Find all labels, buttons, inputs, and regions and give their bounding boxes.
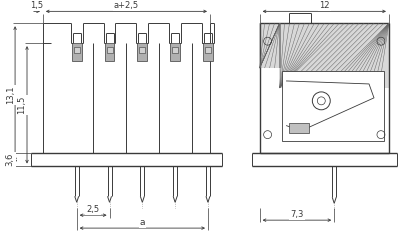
- Text: 3,6: 3,6: [6, 153, 15, 166]
- Text: 13,1: 13,1: [6, 86, 15, 104]
- Bar: [170, 43, 180, 61]
- Text: 1,5: 1,5: [30, 1, 44, 10]
- Bar: [137, 43, 147, 61]
- Bar: [72, 43, 82, 61]
- Bar: [104, 43, 114, 61]
- Bar: [139, 47, 145, 53]
- Bar: [106, 47, 112, 53]
- Bar: [290, 123, 309, 133]
- Bar: [172, 47, 178, 53]
- Text: a+2,5: a+2,5: [114, 1, 139, 10]
- Text: 12: 12: [319, 1, 330, 10]
- Text: a: a: [140, 218, 145, 227]
- Bar: [74, 47, 80, 53]
- Bar: [260, 23, 280, 68]
- Bar: [203, 43, 213, 61]
- Bar: [280, 23, 389, 88]
- Bar: [282, 71, 384, 141]
- Text: 11,5: 11,5: [18, 96, 26, 114]
- Bar: [205, 47, 211, 53]
- Text: 2,5: 2,5: [86, 205, 100, 214]
- Text: 7,3: 7,3: [290, 210, 304, 219]
